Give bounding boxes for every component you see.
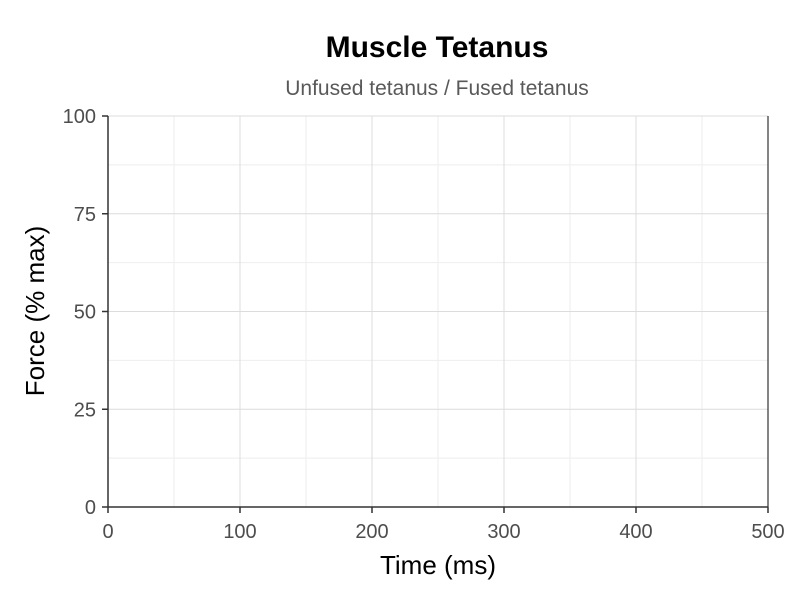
x-tick-label: 400 (619, 521, 652, 543)
y-tick-label: 50 (74, 302, 96, 324)
y-axis-ticks: 0 25 50 75 100 (63, 106, 108, 519)
y-tick-label: 25 (74, 399, 96, 421)
grid (107, 115, 769, 508)
y-tick-label: 75 (74, 204, 96, 226)
x-tick-label: 0 (102, 521, 113, 543)
chart-title: Muscle Tetanus (326, 31, 549, 64)
x-tick-label: 500 (751, 521, 784, 543)
x-axis-title: Time (ms) (380, 550, 496, 580)
y-axis-title: Force (% max) (20, 226, 50, 396)
x-tick-label: 100 (223, 521, 256, 543)
x-axis-ticks: 0 100 200 300 400 500 (102, 507, 785, 543)
chart-subtitle: Unfused tetanus / Fused tetanus (285, 77, 589, 100)
x-tick-label: 300 (487, 521, 520, 543)
y-tick-label: 100 (63, 106, 96, 128)
x-tick-label: 200 (355, 521, 388, 543)
y-tick-label: 0 (85, 497, 96, 519)
